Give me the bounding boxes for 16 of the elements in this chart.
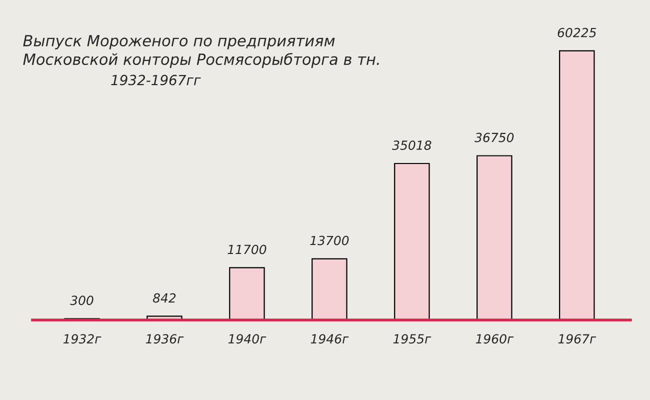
text: 1932-1967гг [111, 74, 201, 86]
chart-title: Выпуск Мороженого по предприятиям Московской конторы Росмясорыбторга в тн. [23, 35, 379, 68]
data-label: 36750 [474, 132, 514, 142]
x-tick-label: 1967г [558, 334, 596, 344]
x-tick-label: 1946г [310, 334, 349, 344]
data-label: 11700 [228, 244, 266, 254]
x-tick-label: 1936г [146, 334, 184, 344]
data-label: 13700 [310, 236, 349, 246]
data-label: 842 [152, 293, 176, 303]
x-tick-label: 1960г [476, 334, 514, 344]
x-tick-label: 1940г [228, 334, 266, 344]
data-label: 35018 [392, 140, 432, 150]
data-label: 60225 [558, 28, 596, 38]
x-tick-label: 1955г [393, 334, 432, 344]
x-tick-label: 1932г [63, 334, 102, 344]
data-label: 300 [70, 296, 94, 306]
